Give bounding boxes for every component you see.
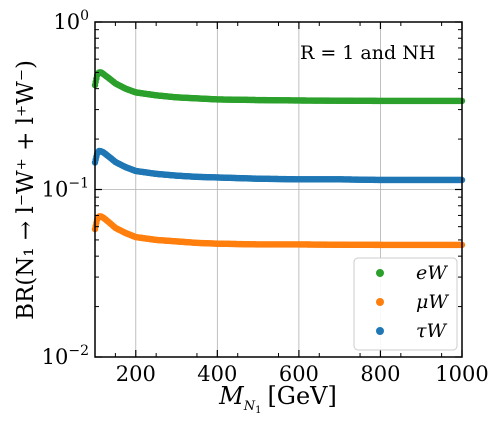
data-series — [91, 69, 466, 249]
y-axis-label: BR(N₁ → l⁻W⁺ + l⁺W⁻) — [13, 60, 39, 320]
legend-label: τW — [416, 320, 448, 342]
data-point — [457, 241, 465, 249]
data-point — [457, 176, 465, 184]
x-axis-label: MN1 [GeV] — [218, 382, 337, 416]
x-axis-label-subsubscript: 1 — [255, 405, 261, 416]
series-muW — [91, 213, 466, 249]
legend-item-tauW: τW — [376, 320, 448, 342]
legend-item-muW: μW — [376, 291, 449, 313]
legend-label: eW — [416, 262, 448, 284]
axis-ticks — [95, 21, 463, 358]
annotation-text: R = 1 and NH — [300, 42, 435, 64]
legend-box — [353, 257, 458, 351]
legend-item-eW: eW — [376, 262, 448, 284]
x-axis-label-symbol: M — [218, 382, 245, 410]
x-tick-label: 600 — [279, 362, 319, 386]
x-tick-label: 400 — [197, 362, 237, 386]
x-tick-label: 1000 — [435, 362, 488, 386]
series-eW — [91, 69, 466, 105]
y-tick-label: 10−1 — [42, 176, 89, 202]
y-tick-label: 10−2 — [42, 343, 89, 369]
x-tick-label: 200 — [116, 362, 156, 386]
series-tauW — [91, 147, 466, 184]
x-tick-label: 800 — [360, 362, 400, 386]
data-point — [457, 97, 465, 105]
y-tick-label: 100 — [53, 8, 89, 34]
tick-labels: 200 400 600 800 1000 10−2 10−1 100 — [42, 8, 489, 386]
legend-marker — [376, 269, 384, 277]
x-axis-label-subscript: N — [243, 399, 256, 414]
legend: eW μW τW — [353, 257, 458, 351]
legend-marker — [376, 298, 384, 306]
legend-label: μW — [416, 291, 449, 313]
x-axis-label-unit: [GeV] — [267, 382, 336, 410]
legend-marker — [376, 327, 384, 335]
